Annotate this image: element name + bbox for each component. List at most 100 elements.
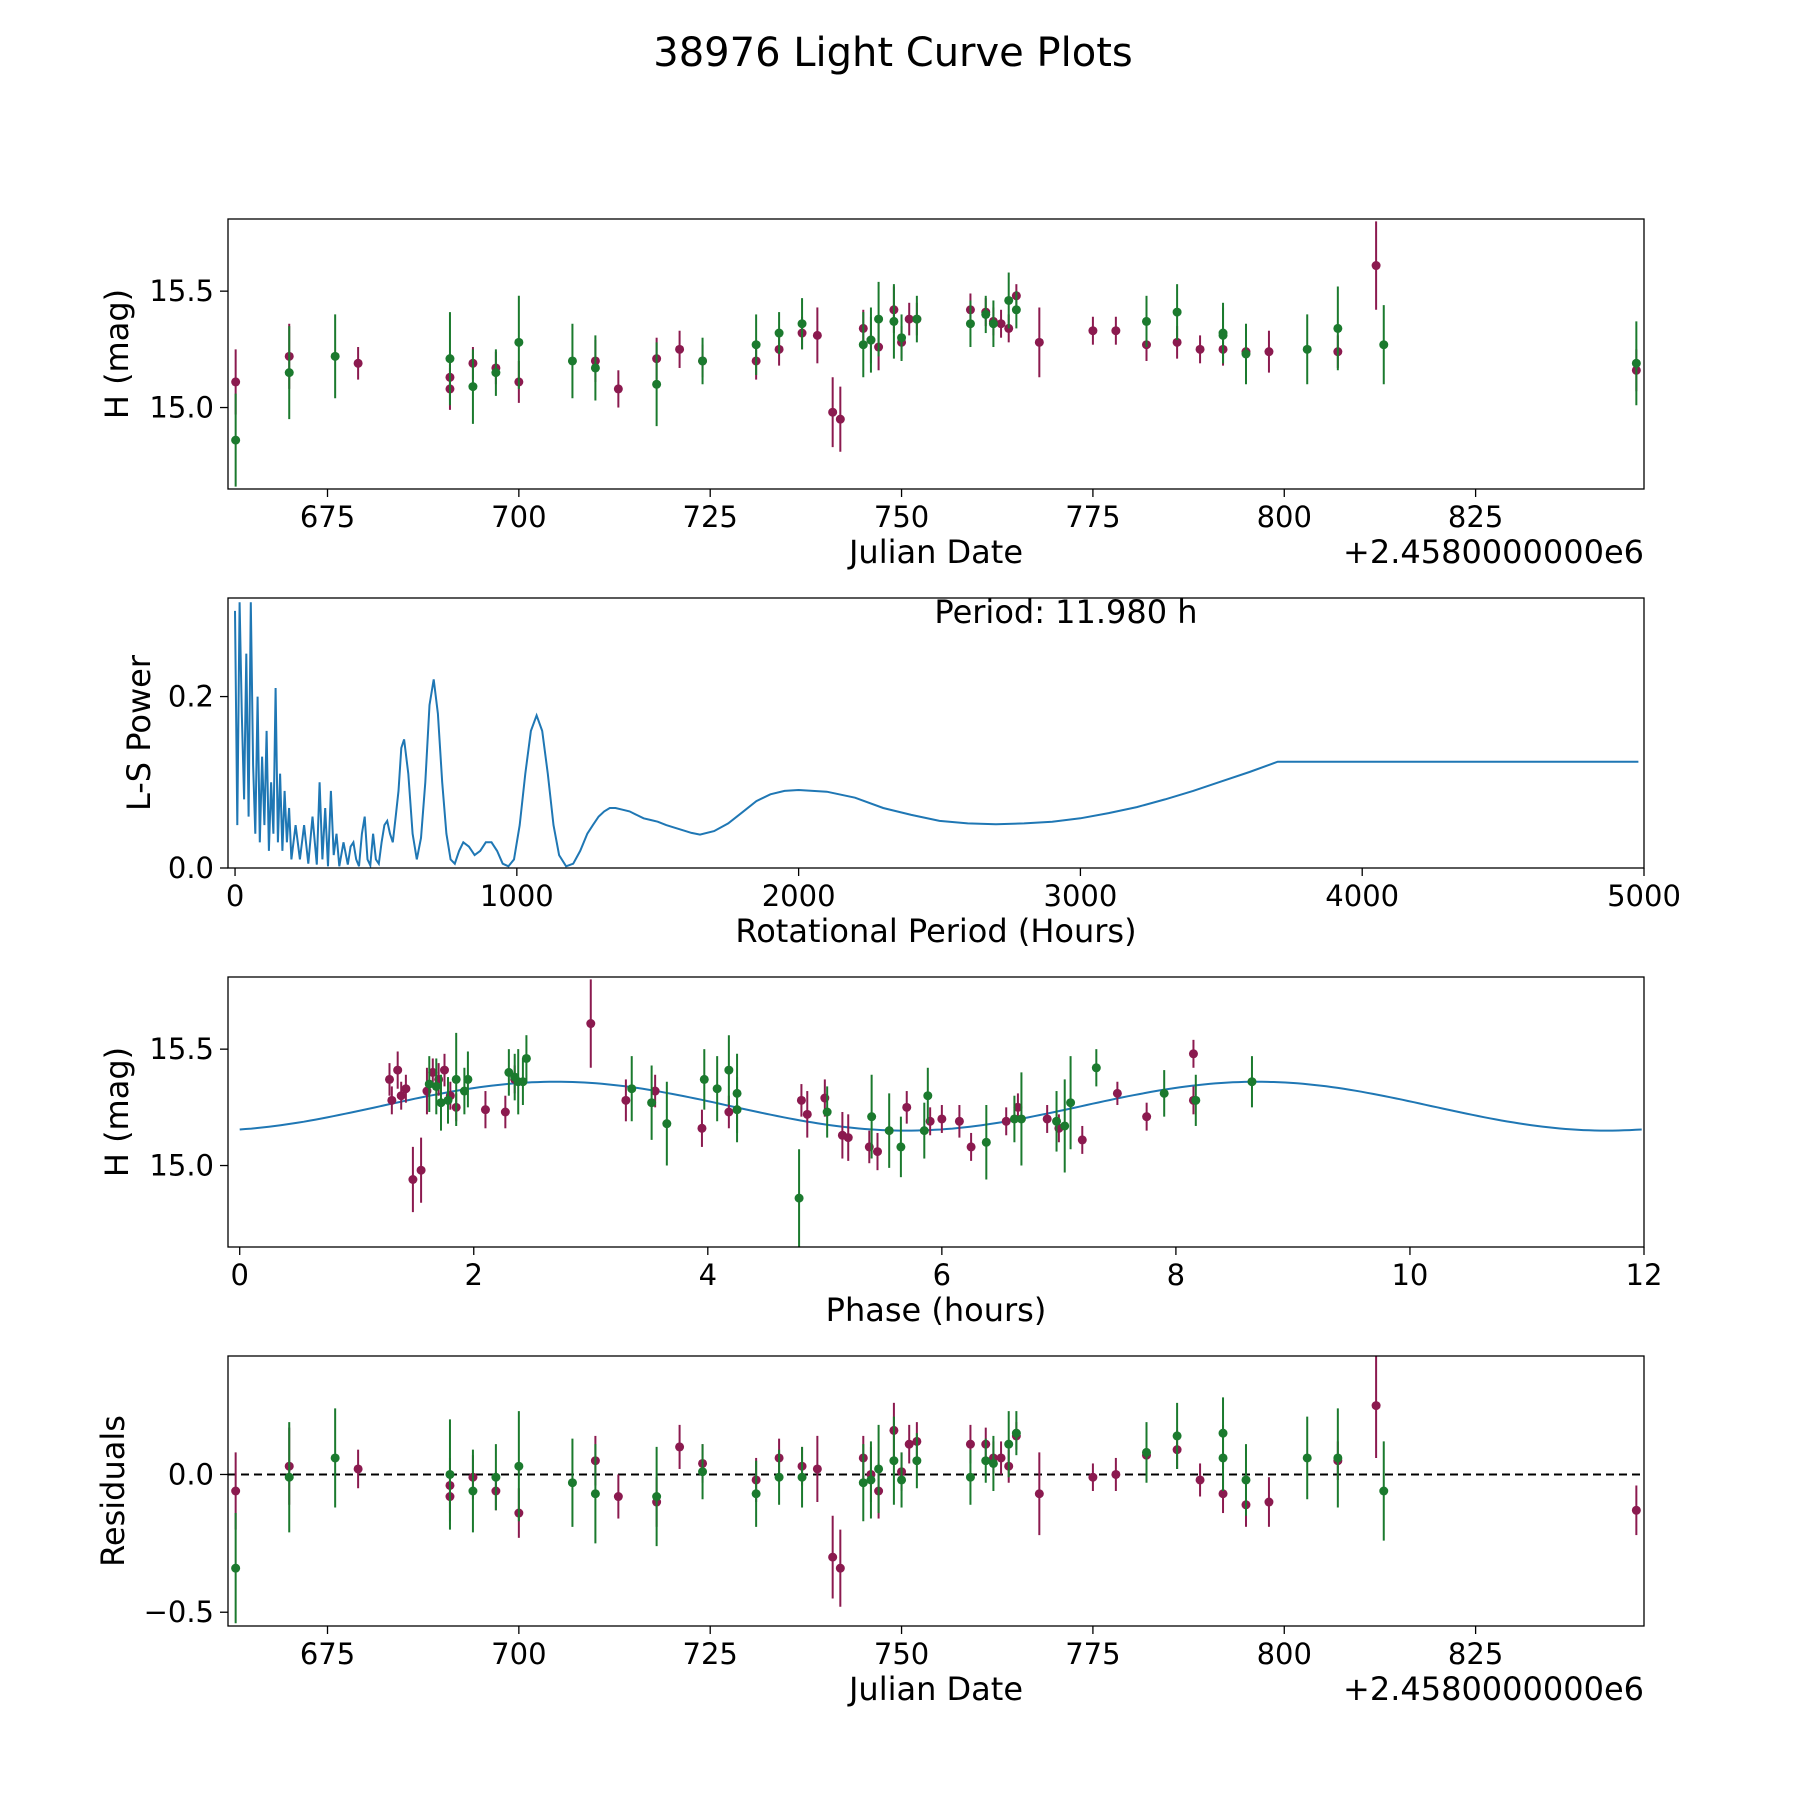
- phased-point-r: [1077, 1135, 1087, 1145]
- lightcurve-plot-area: [231, 221, 1641, 487]
- phased-point-g: [662, 1119, 672, 1129]
- lightcurve-xtick-label: 825: [1448, 500, 1503, 534]
- phased-point-g: [463, 1074, 473, 1084]
- residuals-point-g: [1172, 1431, 1182, 1441]
- lightcurve-point-g: [567, 356, 577, 366]
- residuals-point-r: [231, 1486, 241, 1496]
- phased-point-r: [1042, 1114, 1052, 1124]
- residuals-point-g: [590, 1489, 600, 1499]
- periodogram-ylabel: L-S Power: [120, 654, 158, 811]
- phased-xtick-label: 4: [699, 1258, 717, 1292]
- lightcurve-point-g: [652, 379, 662, 389]
- lightcurve-point-g: [797, 319, 807, 329]
- lightcurve-yticks: 15.0 15.5: [149, 274, 228, 425]
- phased-point-r: [439, 1065, 449, 1075]
- period-annotation: Period: 11.980 h: [934, 593, 1197, 631]
- phased-xlabel: Phase (hours): [826, 1291, 1047, 1329]
- residuals-point-g: [751, 1489, 761, 1499]
- lightcurve-point-g: [774, 328, 784, 338]
- residuals-point-r: [965, 1439, 975, 1449]
- lightcurve-point-r: [353, 358, 363, 368]
- lightcurve-point-g: [1218, 328, 1228, 338]
- lightcurve-point-g: [1011, 305, 1021, 315]
- phased-xtick-label: 8: [1167, 1258, 1185, 1292]
- residuals-point-r: [613, 1492, 623, 1502]
- lightcurve-point-g: [491, 368, 501, 378]
- residuals-point-g: [889, 1456, 899, 1466]
- lightcurve-point-r: [828, 407, 838, 417]
- residuals-point-g: [231, 1563, 241, 1573]
- phased-point-g: [521, 1053, 531, 1063]
- phased-marks: [384, 979, 1257, 1247]
- lightcurve-point-g: [912, 314, 922, 324]
- phased-ylabel: H (mag): [98, 1047, 136, 1177]
- residuals-point-r: [835, 1563, 845, 1573]
- residuals-point-r: [1195, 1475, 1205, 1485]
- figure-title: 38976 Light Curve Plots: [653, 30, 1132, 76]
- residuals-point-g: [866, 1475, 876, 1485]
- phased-point-r: [650, 1086, 660, 1096]
- lightcurve-point-r: [1034, 337, 1044, 347]
- lightcurve-xtick-label: 725: [683, 500, 738, 534]
- lightcurve-point-g: [445, 354, 455, 364]
- lightcurve-point-r: [675, 344, 685, 354]
- residuals-point-g: [514, 1461, 524, 1471]
- residuals-point-g: [1302, 1453, 1312, 1463]
- residuals-point-r: [828, 1552, 838, 1562]
- residuals-xticks: 675 700 725 750 775 800 825: [300, 1626, 1503, 1671]
- phased-point-g: [436, 1098, 446, 1108]
- residuals-xtick-label: 825: [1448, 1637, 1503, 1671]
- phased-yticks: 15.0 15.5: [149, 1032, 228, 1183]
- periodogram-plot-area: [234, 602, 1639, 868]
- periodogram-xticks: 0 1000 2000 3000 4000 5000: [226, 868, 1681, 913]
- lightcurve-xtick-label: 750: [874, 500, 929, 534]
- residuals-point-g: [1379, 1486, 1389, 1496]
- residuals-point-r: [1264, 1497, 1274, 1507]
- periodogram-line: [234, 602, 1639, 868]
- phased-plot-area: [239, 979, 1642, 1247]
- lightcurve-xtick-label: 775: [1065, 500, 1120, 534]
- phased-xtick-label: 0: [230, 1258, 248, 1292]
- phased-point-r: [396, 1091, 406, 1101]
- periodogram-ytick-label: 0.0: [168, 851, 214, 885]
- phased-point-g: [424, 1079, 434, 1089]
- residuals-xtick-label: 725: [683, 1637, 738, 1671]
- lightcurve-point-g: [1141, 316, 1151, 326]
- residuals-marks: [231, 1356, 1641, 1624]
- lightcurve-ylabel: H (mag): [98, 289, 136, 419]
- phased-xtick-label: 2: [465, 1258, 483, 1292]
- lightcurve-point-g: [590, 363, 600, 373]
- lightcurve-point-g: [874, 314, 884, 324]
- residuals-point-g: [965, 1472, 975, 1482]
- residuals-point-r: [812, 1464, 822, 1474]
- phased-point-g: [1159, 1088, 1169, 1098]
- residuals-point-g: [468, 1486, 478, 1496]
- residuals-point-r: [675, 1442, 685, 1452]
- lightcurve-xtick-label: 800: [1257, 500, 1312, 534]
- phased-point-r: [1188, 1049, 1198, 1059]
- lightcurve-point-g: [330, 351, 340, 361]
- lightcurve-point-g: [1333, 323, 1343, 333]
- residuals-point-r: [1218, 1489, 1228, 1499]
- residuals-xtick-label: 750: [874, 1637, 929, 1671]
- phased-point-r: [393, 1065, 403, 1075]
- phased-ytick-label: 15.0: [149, 1149, 214, 1183]
- phased-point-g: [1060, 1121, 1070, 1131]
- phased-xticks: 0 2 4 6 8 10 12: [230, 1247, 1662, 1292]
- residuals-point-r: [1111, 1469, 1121, 1479]
- phased-point-g: [1009, 1114, 1019, 1124]
- residuals-panel: 675 700 725 750 775 800 825 −0.5 0.0 Julian Dat…: [94, 1355, 1645, 1708]
- residuals-point-g: [1011, 1428, 1021, 1438]
- lightcurve-x-offset: +2.4580000000e6: [1343, 533, 1644, 571]
- periodogram-xtick-label: 0: [226, 879, 244, 913]
- phased-point-r: [697, 1123, 707, 1133]
- periodogram-xlabel: Rotational Period (Hours): [735, 912, 1136, 950]
- lightcurve-point-g: [866, 335, 876, 345]
- periodogram-xtick-label: 5000: [1607, 879, 1681, 913]
- lightcurve-xticks: 675 700 725 750 775 800 825: [300, 489, 1503, 534]
- phased-point-g: [724, 1065, 734, 1075]
- residuals-ytick-label: 0.0: [168, 1457, 214, 1491]
- phased-point-r: [802, 1109, 812, 1119]
- lightcurve-point-r: [1088, 326, 1098, 336]
- residuals-point-r: [1631, 1505, 1641, 1515]
